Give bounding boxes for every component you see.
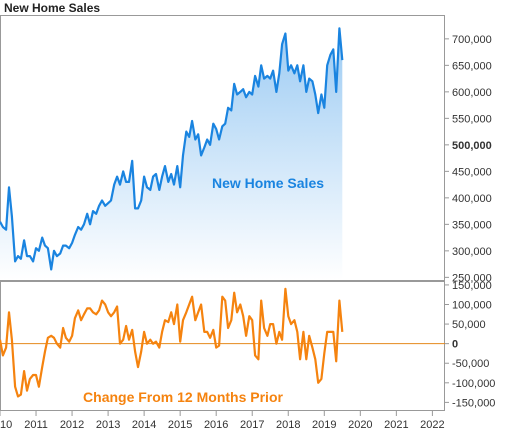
upper-y-tick-label: 550,000: [452, 113, 492, 125]
upper-panel-frame: [0, 15, 445, 281]
x-tick-label: 2022: [420, 419, 444, 431]
lower-y-tick-label: -150,000: [452, 397, 495, 409]
lower-y-tick-label: -50,000: [452, 358, 489, 370]
upper-panel: New Home Sales 250,000 300,000 350,000 400,…: [0, 15, 492, 284]
upper-y-tick-label: 600,000: [452, 87, 492, 99]
upper-y-tick-label: 700,000: [452, 34, 492, 46]
lower-panel: Change From 12 Months Prior 150,000 100,0…: [0, 280, 495, 411]
upper-y-tick-label: 400,000: [452, 193, 492, 205]
upper-y-tick-label: 500,000: [452, 140, 492, 152]
x-tick-label: 2010: [0, 419, 12, 431]
lower-y-tick-label: -100,000: [452, 378, 495, 390]
upper-area-fill: [0, 28, 343, 280]
x-tick-label: 2016: [204, 419, 228, 431]
x-tick-label: 2012: [60, 419, 84, 431]
x-tick-label: 2019: [312, 419, 336, 431]
lower-annotation-label: Change From 12 Months Prior: [83, 389, 283, 405]
x-tick-label: 2021: [384, 419, 408, 431]
upper-y-tick-label: 350,000: [452, 219, 492, 231]
lower-series-line: [0, 287, 344, 398]
x-tick-label: 2020: [348, 419, 372, 431]
upper-y-tick-label: 300,000: [452, 246, 492, 258]
lower-y-tick-label: 50,000: [452, 319, 486, 331]
x-tick-label: 2013: [96, 419, 120, 431]
lower-y-tick-label: 150,000: [452, 280, 492, 292]
x-tick-label: 2014: [132, 419, 156, 431]
upper-series-line: [0, 27, 344, 271]
upper-y-tick-label: 650,000: [452, 60, 492, 72]
x-tick-label: 2015: [168, 419, 192, 431]
lower-y-tick-label: 100,000: [452, 299, 492, 311]
x-tick-label: 2018: [276, 419, 300, 431]
upper-y-tick-label: 250,000: [452, 272, 492, 284]
upper-annotation-label: New Home Sales: [212, 175, 324, 191]
chart-title: New Home Sales: [4, 1, 101, 15]
x-tick-label: 2011: [24, 419, 48, 431]
x-axis: 2010 2011 2012 2013 2014 2015 2016 2017 2018 2019…: [0, 411, 445, 431]
lower-y-tick-label: 0: [452, 339, 458, 351]
x-tick-label: 2017: [240, 419, 264, 431]
upper-y-tick-label: 450,000: [452, 166, 492, 178]
